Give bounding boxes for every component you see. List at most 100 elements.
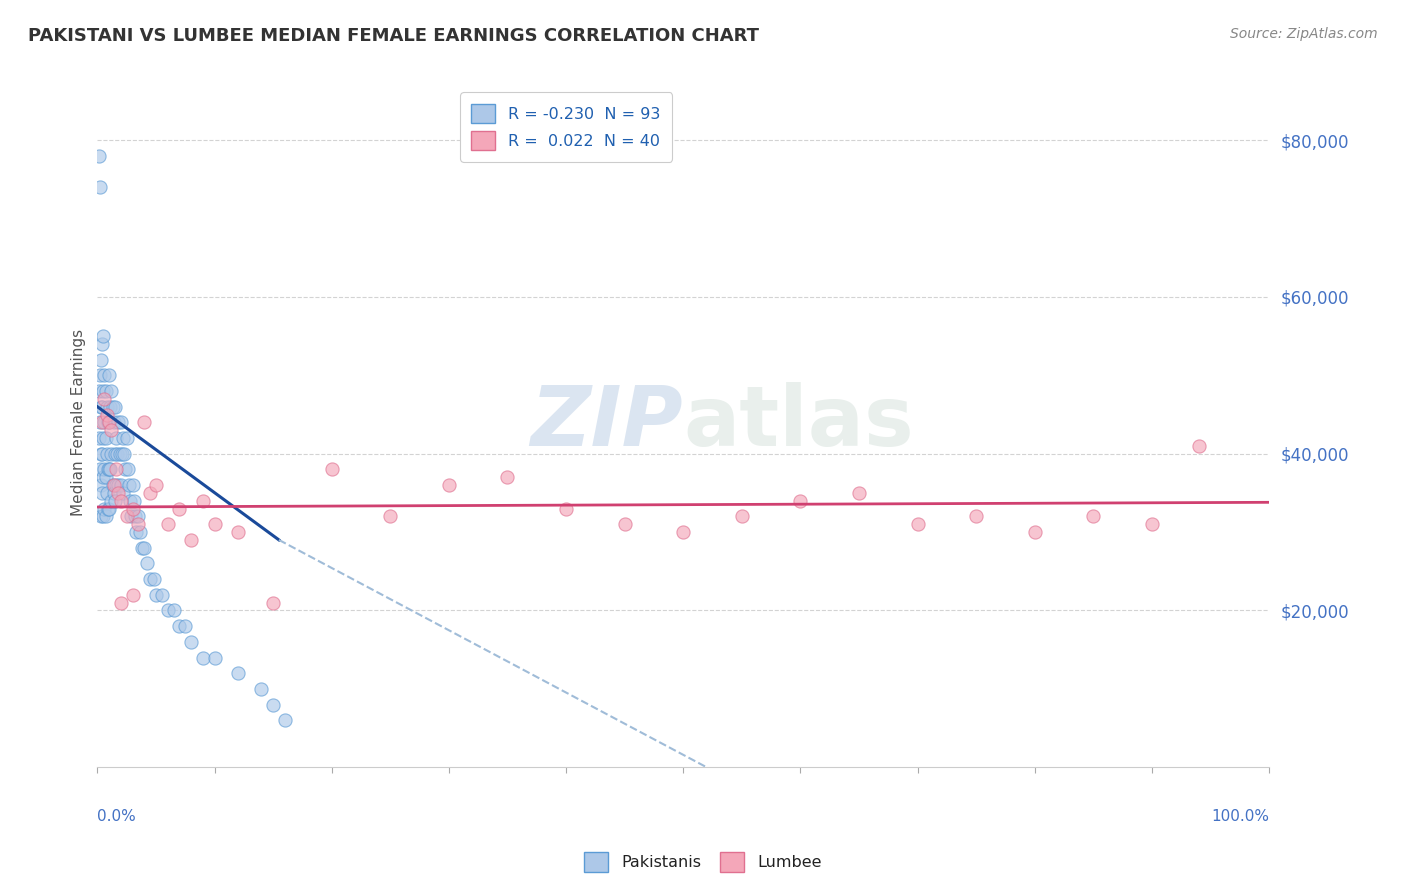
Point bbox=[98, 462, 121, 476]
Point bbox=[104, 400, 127, 414]
Point bbox=[93, 368, 115, 383]
Point bbox=[112, 486, 135, 500]
Point bbox=[90, 447, 112, 461]
Point bbox=[380, 509, 402, 524]
Point bbox=[96, 408, 118, 422]
Point bbox=[89, 180, 111, 194]
Text: 100.0%: 100.0% bbox=[1211, 809, 1270, 823]
Point bbox=[87, 431, 110, 445]
Point bbox=[93, 392, 115, 406]
Point bbox=[145, 588, 167, 602]
Point bbox=[437, 478, 460, 492]
Point bbox=[98, 400, 121, 414]
Point bbox=[118, 478, 141, 492]
Point bbox=[1140, 517, 1163, 532]
Point bbox=[204, 517, 226, 532]
Point bbox=[169, 619, 191, 633]
Point bbox=[98, 462, 121, 476]
Point bbox=[114, 462, 136, 476]
Point bbox=[105, 447, 128, 461]
Text: Source: ZipAtlas.com: Source: ZipAtlas.com bbox=[1230, 27, 1378, 41]
Point bbox=[101, 478, 124, 492]
Point bbox=[120, 509, 142, 524]
Point bbox=[121, 501, 143, 516]
Point bbox=[91, 470, 114, 484]
Point bbox=[139, 572, 162, 586]
Point bbox=[100, 423, 122, 437]
Point bbox=[134, 415, 156, 429]
Point bbox=[98, 368, 121, 383]
Point bbox=[907, 517, 929, 532]
Point bbox=[204, 650, 226, 665]
Text: PAKISTANI VS LUMBEE MEDIAN FEMALE EARNINGS CORRELATION CHART: PAKISTANI VS LUMBEE MEDIAN FEMALE EARNIN… bbox=[28, 27, 759, 45]
Text: atlas: atlas bbox=[683, 382, 914, 463]
Point bbox=[101, 400, 124, 414]
Point bbox=[111, 447, 134, 461]
Point bbox=[226, 525, 249, 540]
Point bbox=[91, 337, 114, 351]
Point bbox=[89, 462, 111, 476]
Point bbox=[121, 588, 143, 602]
Point bbox=[555, 501, 578, 516]
Point bbox=[94, 470, 117, 484]
Point bbox=[180, 533, 202, 547]
Point bbox=[122, 493, 145, 508]
Point bbox=[127, 517, 149, 532]
Point bbox=[672, 525, 695, 540]
Point bbox=[108, 447, 131, 461]
Point bbox=[134, 541, 156, 555]
Point bbox=[91, 400, 114, 414]
Point bbox=[250, 681, 273, 696]
Point bbox=[1188, 439, 1211, 453]
Point bbox=[110, 415, 132, 429]
Point bbox=[150, 588, 173, 602]
Legend: R = -0.230  N = 93, R =  0.022  N = 40: R = -0.230 N = 93, R = 0.022 N = 40 bbox=[460, 93, 672, 161]
Point bbox=[121, 478, 143, 492]
Point bbox=[848, 486, 870, 500]
Point bbox=[191, 493, 214, 508]
Legend: Pakistanis, Lumbee: Pakistanis, Lumbee bbox=[576, 844, 830, 880]
Point bbox=[145, 478, 167, 492]
Point bbox=[96, 486, 118, 500]
Point bbox=[105, 462, 128, 476]
Point bbox=[93, 415, 115, 429]
Point bbox=[180, 635, 202, 649]
Point bbox=[87, 149, 110, 163]
Point bbox=[139, 486, 162, 500]
Point bbox=[107, 478, 129, 492]
Point bbox=[156, 517, 179, 532]
Point bbox=[100, 447, 122, 461]
Point bbox=[103, 486, 125, 500]
Point bbox=[127, 509, 149, 524]
Point bbox=[117, 462, 139, 476]
Point bbox=[191, 650, 214, 665]
Point bbox=[142, 572, 165, 586]
Point bbox=[131, 541, 153, 555]
Point bbox=[96, 400, 118, 414]
Point bbox=[1083, 509, 1105, 524]
Point bbox=[97, 462, 120, 476]
Point bbox=[90, 352, 112, 367]
Point bbox=[613, 517, 636, 532]
Point bbox=[107, 415, 129, 429]
Point bbox=[110, 596, 132, 610]
Point bbox=[87, 384, 110, 398]
Point bbox=[90, 509, 112, 524]
Text: ZIP: ZIP bbox=[530, 382, 683, 463]
Point bbox=[262, 698, 284, 712]
Point bbox=[93, 501, 115, 516]
Point bbox=[91, 415, 114, 429]
Point bbox=[731, 509, 754, 524]
Point bbox=[93, 462, 115, 476]
Point bbox=[105, 431, 128, 445]
Point bbox=[103, 478, 125, 492]
Point bbox=[156, 603, 179, 617]
Point bbox=[94, 384, 117, 398]
Point bbox=[98, 415, 121, 429]
Point bbox=[1024, 525, 1046, 540]
Point bbox=[97, 415, 120, 429]
Point bbox=[174, 619, 197, 633]
Point bbox=[135, 557, 157, 571]
Point bbox=[98, 501, 121, 516]
Point bbox=[169, 501, 191, 516]
